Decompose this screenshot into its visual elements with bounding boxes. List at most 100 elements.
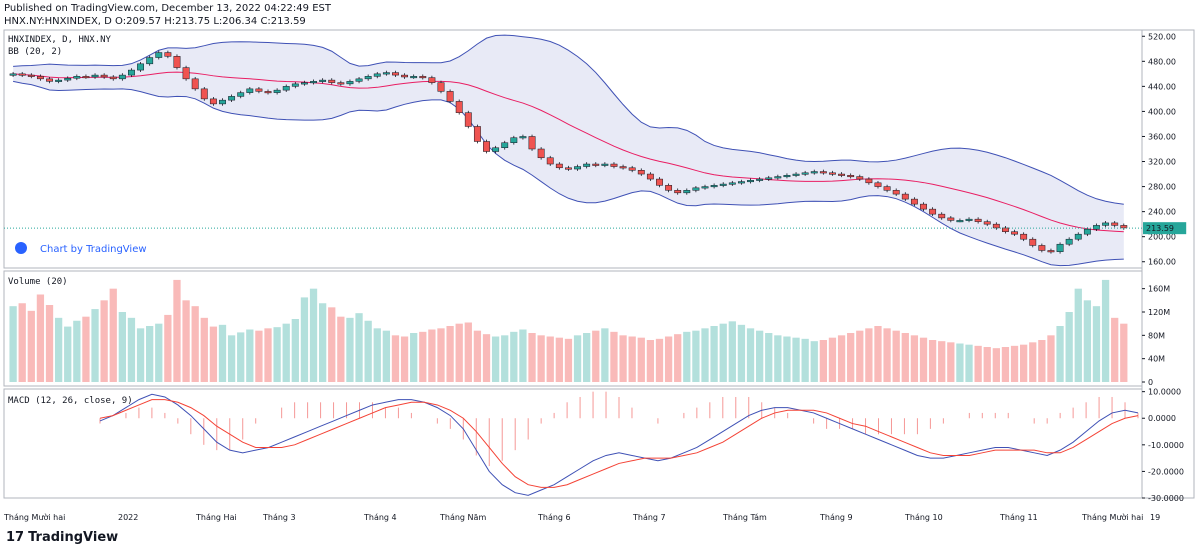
volume-bar <box>136 328 145 382</box>
volume-bar <box>619 335 627 382</box>
candle-body <box>264 91 272 94</box>
price-pane-title: HNXINDEX, D, HNX.NY <box>8 35 112 45</box>
volume-bar <box>856 330 864 382</box>
volume-bar <box>592 330 600 382</box>
volume-bar <box>801 338 809 382</box>
volume-bar <box>1092 306 1101 382</box>
candle-body <box>1029 238 1037 246</box>
volume-bar <box>218 324 227 382</box>
pane-macd <box>3 388 1143 499</box>
candle-body <box>200 88 208 100</box>
tradingview-watermark-icon <box>15 242 27 254</box>
x-tick-label: Tháng 9 <box>819 513 853 522</box>
volume-bar <box>246 329 254 382</box>
candle-body <box>91 74 99 78</box>
candle-body <box>182 67 190 80</box>
candle-body <box>737 181 745 184</box>
volume-tick-label: 120M <box>1148 308 1170 317</box>
candle-body <box>646 173 654 180</box>
volume-bar <box>1056 326 1064 382</box>
volume-bar <box>155 323 163 382</box>
volume-bar <box>546 336 554 382</box>
volume-bar <box>328 307 336 382</box>
price-tick-label: 480.00 <box>1148 57 1176 66</box>
candle-body <box>783 175 791 178</box>
candle-body <box>137 63 144 71</box>
candle-body <box>473 126 481 142</box>
volume-bar <box>892 330 900 382</box>
candle-body <box>437 82 445 92</box>
candle-body <box>364 76 372 80</box>
candle-body <box>528 136 536 150</box>
tradingview-brand[interactable]: 17 TradingView <box>6 530 118 545</box>
price-axes: 520.00 480.00 440.00 400.00 360.00 320.00 280.… <box>3 32 1187 522</box>
candle-body <box>583 163 591 167</box>
volume-bar <box>291 319 299 382</box>
x-tick-label: Tháng 7 <box>632 513 666 522</box>
candle-body <box>792 173 800 176</box>
candle-body <box>373 73 381 77</box>
volume-bar <box>992 348 1000 382</box>
volume-bar <box>910 335 919 382</box>
candle-body <box>992 223 1000 229</box>
volume-bar <box>828 337 837 382</box>
volume-bar <box>227 335 236 382</box>
ohlc-line: HNX.NY:HNXINDEX, D O:209.57 H:213.75 L:2… <box>4 16 306 27</box>
candle-body <box>82 76 90 79</box>
volume-bars <box>9 279 1128 382</box>
upper-band <box>13 34 1124 205</box>
candle-body <box>237 92 245 97</box>
candle-body <box>819 171 827 174</box>
volume-bar <box>901 333 909 382</box>
candle-body <box>100 74 108 78</box>
candle-body <box>519 136 527 139</box>
watermark[interactable]: Chart by TradingView <box>15 242 147 255</box>
volume-bar <box>1065 312 1073 382</box>
candle-body <box>947 217 955 221</box>
candle-body <box>109 76 117 80</box>
volume-bar <box>391 335 400 382</box>
candle-body <box>829 172 836 175</box>
volume-bar <box>82 316 90 382</box>
macd-line <box>99 393 1139 496</box>
volume-bar <box>919 337 928 382</box>
pane-labels: HNXINDEX, D, HNX.NY BB (20, 2) Volume (20)… <box>8 35 133 406</box>
candle-body <box>446 91 454 102</box>
volume-bar <box>774 335 782 382</box>
price-tick-label: 440.00 <box>1148 82 1176 91</box>
candle-body <box>310 81 317 84</box>
candle-body <box>337 82 345 85</box>
volume-tick-label: 40M <box>1148 355 1165 364</box>
volume-bar <box>938 341 946 382</box>
volume-bar <box>364 320 372 382</box>
volume-bar <box>473 330 482 382</box>
volume-bar <box>382 330 391 382</box>
candle-body <box>219 99 226 105</box>
volume-bar <box>282 323 290 382</box>
volume-bar <box>237 332 245 382</box>
volume-bar <box>737 324 746 382</box>
volume-bar <box>837 335 846 382</box>
signal-line <box>99 399 1139 488</box>
candle-body <box>18 73 26 76</box>
volume-bar <box>1010 345 1019 382</box>
candle-body <box>701 186 709 189</box>
candle-body <box>637 170 645 175</box>
volume-bar <box>1020 344 1028 382</box>
price-tick-label: 240.00 <box>1148 208 1176 217</box>
candle-body <box>601 163 609 166</box>
volume-bar <box>491 336 500 382</box>
volume-bar <box>947 342 955 382</box>
volume-bar <box>746 328 755 382</box>
candle-body <box>401 74 409 78</box>
x-tick-label: 2022 <box>118 513 138 522</box>
volume-bar <box>983 347 991 382</box>
price-tick-label: 320.00 <box>1148 158 1176 167</box>
x-tick-label: Tháng 4 <box>363 513 397 522</box>
candle-body <box>656 178 663 186</box>
candle-body <box>483 141 490 152</box>
volume-bar <box>1101 279 1110 382</box>
volume-bar <box>1001 347 1010 382</box>
candle-body <box>610 163 618 167</box>
candle-body <box>920 203 927 210</box>
